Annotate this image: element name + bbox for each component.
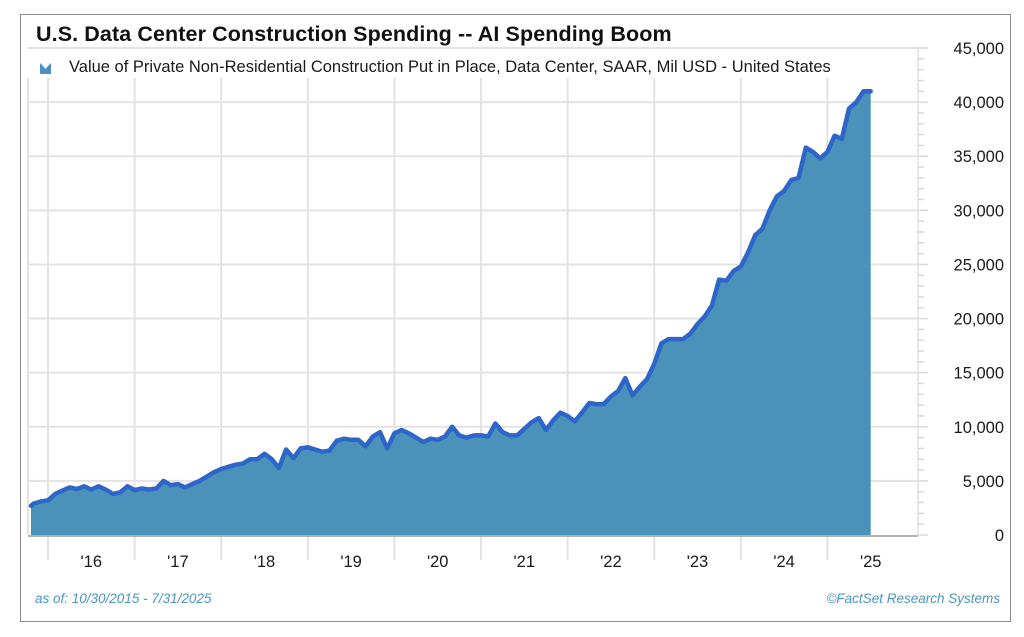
y-tick-label: 15,000 bbox=[954, 365, 1004, 383]
y-tick-label: 5,000 bbox=[963, 473, 1004, 491]
y-tick-label: 30,000 bbox=[954, 202, 1004, 220]
y-tick-label: 40,000 bbox=[954, 94, 1004, 112]
x-tick-label: '25 bbox=[860, 553, 882, 571]
y-tick-label: 0 bbox=[995, 527, 1004, 545]
chart-legend: Value of Private Non-Residential Constru… bbox=[40, 58, 831, 77]
x-tick-label: '20 bbox=[427, 553, 449, 571]
x-tick-label: '19 bbox=[340, 553, 362, 571]
x-axis-ticks: '16 '17 '18 '19 '20 '21 '22 '23 '24 '25 bbox=[81, 553, 882, 571]
area-series-swatch-icon bbox=[40, 63, 51, 74]
y-tick-label: 25,000 bbox=[954, 256, 1004, 274]
x-tick-label: '17 bbox=[167, 553, 189, 571]
x-tick-label: '16 bbox=[81, 553, 103, 571]
data-area-fill bbox=[31, 91, 871, 536]
source-credit: ©FactSet Research Systems bbox=[826, 591, 1000, 606]
date-range-note: as of: 10/30/2015 - 7/31/2025 bbox=[35, 591, 212, 606]
y-tick-label: 35,000 bbox=[954, 148, 1004, 166]
y-tick-label: 20,000 bbox=[954, 311, 1004, 329]
legend-label: Value of Private Non-Residential Constru… bbox=[69, 58, 831, 76]
y-axis-ticks: 0 5,000 10,000 15,000 20,000 25,000 30,000 35,0… bbox=[917, 40, 1004, 545]
x-tick-label: '23 bbox=[687, 553, 709, 571]
x-tick-label: '21 bbox=[514, 553, 536, 571]
x-tick-label: '24 bbox=[773, 553, 795, 571]
chart-title: U.S. Data Center Construction Spending -… bbox=[36, 22, 672, 46]
y-tick-label: 10,000 bbox=[954, 419, 1004, 437]
x-tick-label: '18 bbox=[254, 553, 276, 571]
data-line bbox=[28, 89, 873, 509]
y-tick-label: 45,000 bbox=[954, 40, 1004, 58]
x-tick-label: '22 bbox=[600, 553, 622, 571]
